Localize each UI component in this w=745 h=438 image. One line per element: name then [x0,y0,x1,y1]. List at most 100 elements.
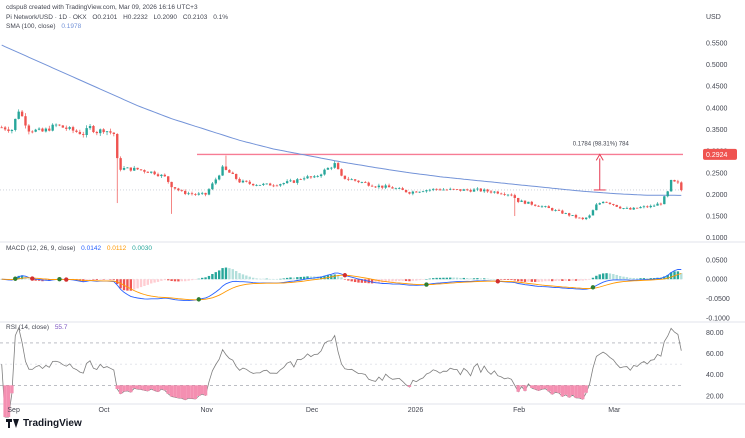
macd-histogram-bar [262,278,265,280]
rsi-value: 55.7 [54,324,68,331]
candle-body [200,192,204,194]
macd-histogram-bar [472,278,476,280]
price-tick-label: 0.5000 [706,62,728,69]
candle-body [533,204,537,206]
candle-body [479,188,483,192]
candle-body [632,207,635,210]
rsi-tick-label: 20.00 [706,393,724,400]
candle-body [211,183,214,190]
candle-body [228,169,231,173]
macd-histogram-bar [571,279,574,281]
candle-body [557,209,561,211]
macd-histogram-bar [200,277,204,280]
publish-text: cdspu8 created with TradingView.com, Mar… [6,4,198,11]
candle-body [567,213,571,216]
candle-body [374,186,377,188]
price-tick-label: 0.3500 [706,127,728,134]
candle-body [544,206,547,208]
macd-label: MACD (12, 26, 9, close) [6,245,76,252]
macd-histogram-bar [292,277,296,280]
macd-histogram-bar [676,271,680,280]
candle-body [523,200,527,204]
macd-histogram-bar [211,274,214,280]
macd-histogram-bar [445,277,449,280]
macd-histogram-bar [133,279,136,290]
candle-body [282,183,285,185]
price-tick-label: 0.4000 [706,105,728,112]
candle-body [635,207,639,209]
candle-body [48,128,51,131]
candle-body [95,132,99,134]
candle-body [92,126,95,133]
candle-body [381,185,384,188]
candle-body [394,188,398,190]
candle-body [78,131,82,135]
macd-histogram-bar [567,279,571,281]
macd-histogram-bar [649,278,652,280]
sma-legend[interactable]: SMA (100, close) 0.1978 [6,23,85,30]
candle-body [343,175,347,179]
macd-histogram-bar [364,279,367,283]
macd-histogram-bar [85,279,88,281]
candle-body [673,179,676,182]
candle-body [649,205,652,208]
candle-body [370,185,374,187]
time-tick-label: Nov [200,407,213,414]
macd-histogram-bar [139,279,143,288]
macd-histogram-bar [170,279,173,282]
macd-histogram-bar [564,279,567,281]
candle-body [119,158,122,170]
candle-body [625,207,629,209]
price-tick-label: 0.2000 [706,192,728,199]
macd-histogram-bar [601,273,605,280]
candle-body [564,213,567,214]
macd-histogram-bar [401,279,404,281]
candle-body [116,133,119,159]
macd-histogram-bar [622,276,625,280]
macd-histogram-bar [506,279,510,280]
candle-body [14,118,17,130]
candle-body [268,183,272,186]
macd-legend[interactable]: MACD (12, 26, 9, close) 0.0142 0.0112 0.… [6,245,156,252]
time-tick-label: Dec [306,407,319,414]
macd-histogram-bar [384,279,387,283]
candle-body [24,116,27,126]
candle-body [292,180,296,183]
macd-histogram-bar [411,279,415,281]
macd-histogram-bar [669,272,673,280]
candle-body [666,191,669,197]
candle-body [71,127,75,131]
macd-histogram-bar [194,279,197,280]
candle-body [275,185,279,187]
candle-body [398,188,401,190]
macd-histogram-bar [323,275,326,280]
macd-histogram-bar [629,277,632,280]
symbol-name[interactable]: Pi Network/USD · 1D · OKX [6,14,87,21]
candle-body [323,169,326,175]
candle-body [61,125,65,128]
macd-histogram-bar [500,279,503,280]
macd-histogram-bar [605,273,608,280]
candle-body [122,167,126,170]
price-tick-label: 0.4500 [706,84,728,91]
rsi-legend[interactable]: RSI (14, close) 55.7 [6,324,71,331]
macd-histogram-bar [469,278,472,280]
candle-body [126,167,129,169]
candle-body [574,215,578,218]
macd-histogram-bar [92,279,95,280]
macd-cross-marker [13,276,18,281]
candle-body [581,217,584,220]
macd-histogram-bar [129,279,133,291]
macd-histogram-bar [466,278,469,280]
tradingview-logo[interactable]: TradingView [6,418,82,429]
candle-body [605,201,608,203]
macd-histogram-bar [333,274,336,280]
macd-histogram-bar [299,276,302,280]
candle-body [44,128,48,132]
macd-histogram-bar [612,274,615,280]
candle-body [615,204,618,207]
candle-body [251,183,255,186]
macd-histogram-bar [374,279,377,284]
macd-histogram-bar [513,279,516,281]
